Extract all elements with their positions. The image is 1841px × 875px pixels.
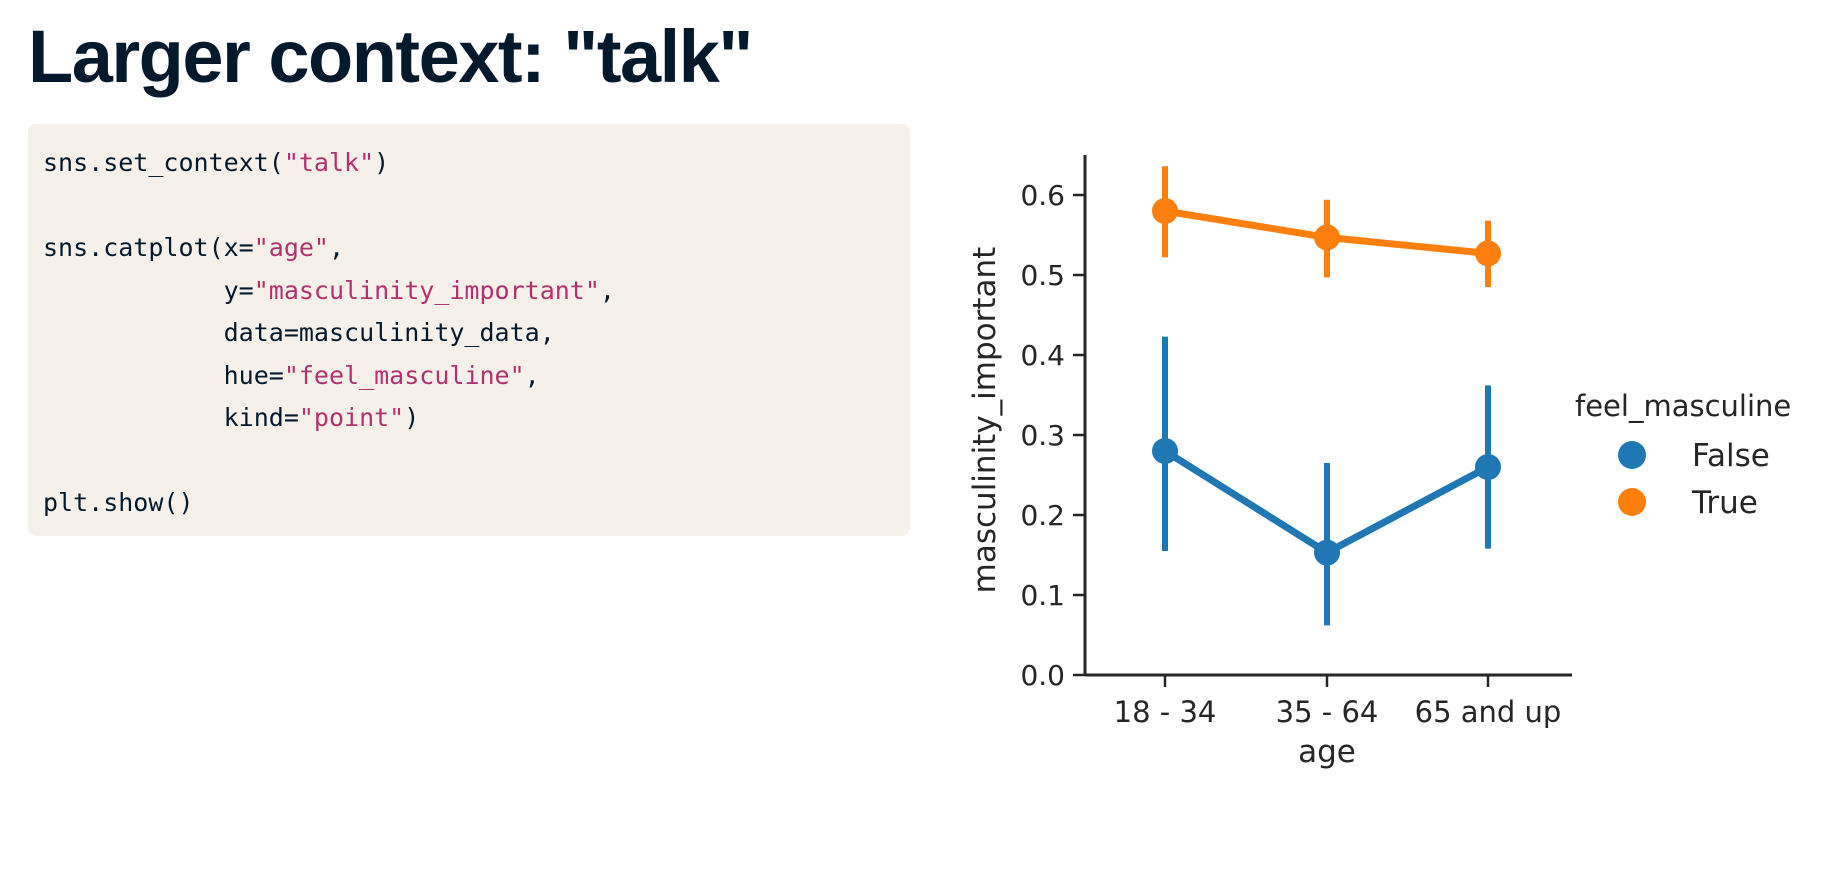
x-tick-label: 18 - 34 <box>1114 695 1217 729</box>
x-tick-label: 35 - 64 <box>1276 695 1379 729</box>
legend-title: feel_masculine <box>1575 389 1791 423</box>
code-token: , <box>328 233 345 262</box>
code-line: plt.show() <box>43 482 910 525</box>
code-string-token: "feel_masculine" <box>283 360 525 390</box>
data-point <box>1475 454 1501 480</box>
code-token: hue= <box>43 360 284 390</box>
code-line: kind="point") <box>43 397 910 440</box>
code-line: sns.catplot(x="age", <box>43 227 910 270</box>
code-block: sns.set_context("talk") sns.catplot(x="a… <box>28 124 910 536</box>
code-token: sns.set_context( <box>43 148 284 177</box>
code-line: hue="feel_masculine", <box>43 355 910 398</box>
y-tick-label: 0.6 <box>1020 179 1065 212</box>
y-tick-label: 0.4 <box>1020 339 1065 372</box>
code-line: data=masculinity_data, <box>43 312 910 355</box>
legend-label: True <box>1691 485 1758 521</box>
x-axis-label: age <box>1298 734 1356 770</box>
code-token: , <box>524 360 540 390</box>
y-tick-label: 0.0 <box>1020 659 1065 692</box>
y-axis-label: masculinity_important <box>967 247 1003 594</box>
code-token: sns.catplot(x= <box>43 233 254 262</box>
code-string-token: "point" <box>298 403 405 432</box>
data-point <box>1152 438 1178 464</box>
code-token: y= <box>43 275 254 305</box>
code-token: ) <box>404 403 420 432</box>
y-tick-label: 0.3 <box>1020 419 1065 452</box>
y-tick-label: 0.2 <box>1020 499 1065 532</box>
code-line: y="masculinity_important", <box>43 270 910 313</box>
legend-marker <box>1618 488 1646 516</box>
y-tick-label: 0.1 <box>1020 579 1065 612</box>
code-string-token: "masculinity_important" <box>253 275 600 305</box>
code-token: data=masculinity_data, <box>43 318 555 347</box>
legend-label: False <box>1692 438 1770 474</box>
y-tick-label: 0.5 <box>1020 259 1065 292</box>
code-token: , <box>599 275 615 305</box>
code-string-token: "talk" <box>283 148 375 177</box>
slide-title: Larger context: "talk" <box>28 15 753 98</box>
data-point <box>1152 198 1178 224</box>
code-token: kind= <box>43 403 299 432</box>
legend-marker <box>1618 441 1646 469</box>
code-token: ) <box>374 148 390 177</box>
data-point <box>1314 539 1340 566</box>
x-tick-label: 65 and up <box>1415 695 1562 729</box>
code-line: sns.set_context("talk") <box>43 142 910 185</box>
code-string-token: "age" <box>253 233 329 262</box>
data-point <box>1475 240 1501 267</box>
data-point <box>1314 224 1340 251</box>
code-lines: sns.set_context("talk") sns.catplot(x="a… <box>43 142 910 525</box>
code-token: plt.show() <box>43 488 194 517</box>
